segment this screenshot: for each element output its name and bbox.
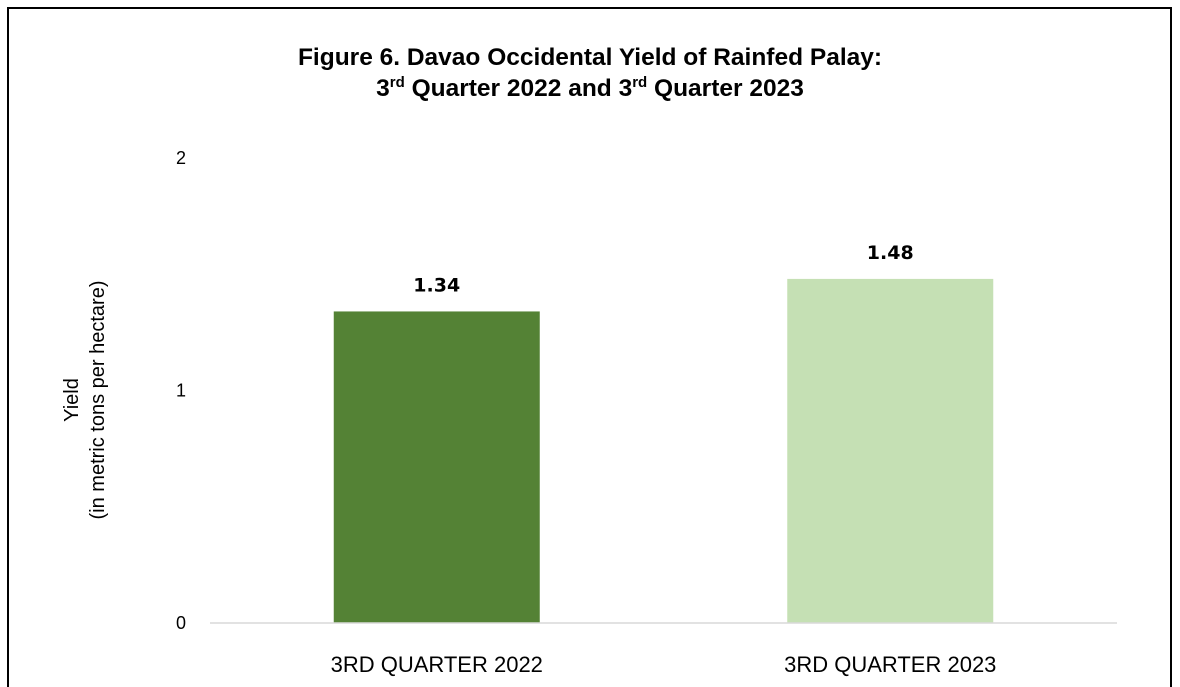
chart-title-line2: 3rd Quarter 2022 and 3rd Quarter 2023 xyxy=(0,73,1180,104)
y-tick-label: 0 xyxy=(176,613,186,633)
data-labels: 1.34 1.48 xyxy=(413,242,913,297)
title-end: Quarter 2023 xyxy=(647,75,804,102)
title-q2-sup: rd xyxy=(632,73,648,91)
title-q1-num: 3 xyxy=(376,75,390,102)
title-mid: Quarter 2022 and xyxy=(404,75,619,102)
y-tick-label: 2 xyxy=(176,148,186,168)
y-axis-label-line1: Yield xyxy=(61,378,83,422)
x-axis-categories: 3RD QUARTER 2022 3RD QUARTER 2023 xyxy=(331,652,997,677)
chart-frame xyxy=(7,7,1172,687)
data-label: 1.34 xyxy=(413,274,460,296)
bars xyxy=(333,278,994,623)
x-category-label: 3RD QUARTER 2023 xyxy=(784,652,996,677)
chart-title-line1: Figure 6. Davao Occidental Yield of Rain… xyxy=(297,44,883,71)
bar xyxy=(787,278,994,623)
title-q2-num: 3 xyxy=(618,75,633,102)
data-label: 1.48 xyxy=(867,242,914,264)
y-tick-label: 1 xyxy=(176,381,186,401)
y-axis-label-line2: (in metric tons per hectare) xyxy=(87,281,109,520)
x-category-label: 3RD QUARTER 2022 xyxy=(331,652,543,677)
y-axis-ticks: 0 1 2 xyxy=(176,148,186,633)
bar xyxy=(333,311,540,623)
y-axis-label: Yield (in metric tons per hectare) xyxy=(61,281,109,520)
chart-title: Figure 6. Davao Occidental Yield of Rain… xyxy=(0,42,1180,104)
title-q1-sup: rd xyxy=(389,73,405,91)
